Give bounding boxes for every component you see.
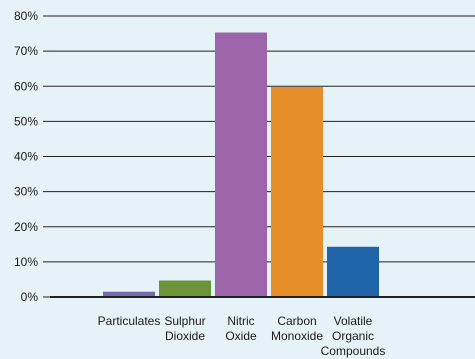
x-tick-label: Particulates xyxy=(98,314,161,328)
bars xyxy=(103,32,379,297)
x-tick-label: Volatile Organic Compounds xyxy=(321,314,386,358)
x-tick-label: Nitric Oxide xyxy=(225,314,257,343)
y-axis-ticks: 0% 10% 20% 30% 40% 50% 60% 70% 80% xyxy=(14,9,50,304)
x-tick-label: Sulphur Dioxide xyxy=(164,314,205,343)
y-tick-label: 30% xyxy=(14,185,38,199)
y-tick-label: 20% xyxy=(14,220,38,234)
x-tick-label: Carbon Monoxide xyxy=(271,314,323,343)
y-tick-label: 50% xyxy=(14,114,38,128)
y-tick-label: 0% xyxy=(21,290,39,304)
y-tick-label: 40% xyxy=(14,150,38,164)
bar xyxy=(327,246,379,297)
x-axis-ticks: Particulates Sulphur Dioxide Nitric Oxide Car… xyxy=(98,314,386,358)
y-tick-label: 70% xyxy=(14,44,38,58)
y-tick-label: 10% xyxy=(14,255,38,269)
bar xyxy=(271,86,323,297)
bar xyxy=(159,280,211,297)
bar xyxy=(103,291,155,297)
y-tick-label: 80% xyxy=(14,9,38,23)
y-tick-label: 60% xyxy=(14,79,38,93)
bar xyxy=(215,32,267,297)
